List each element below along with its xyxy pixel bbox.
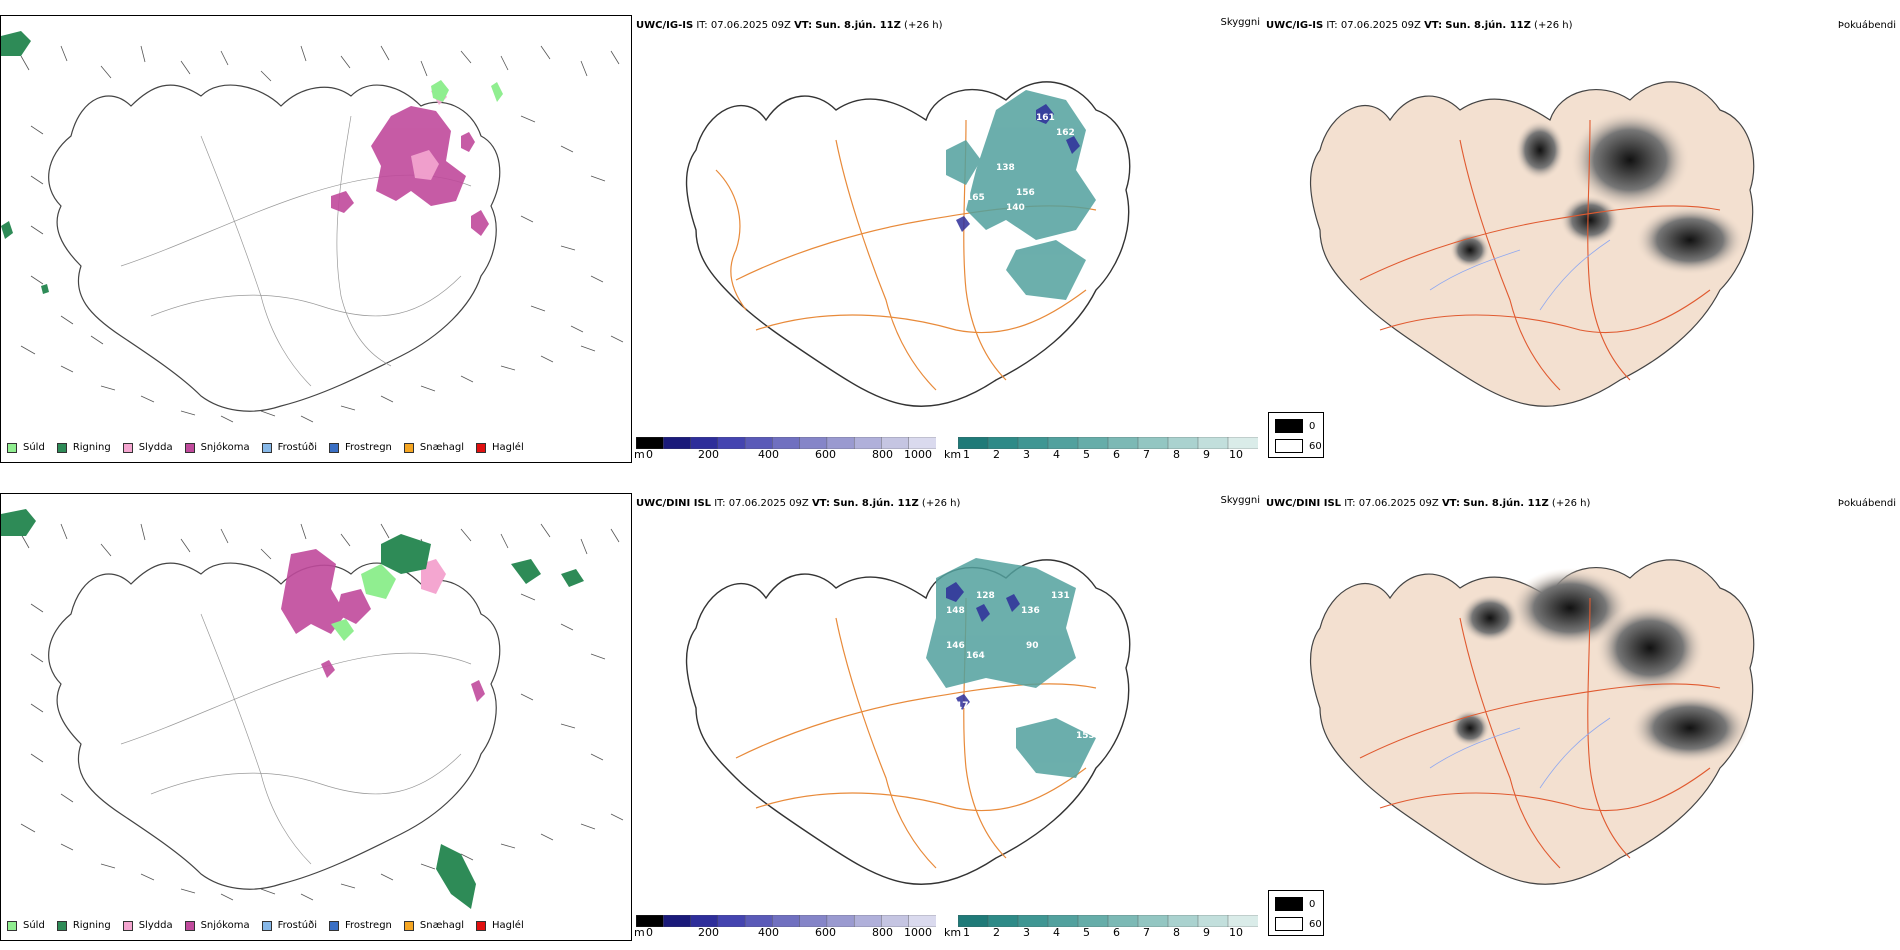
station-label: 166 [941,233,960,243]
visibility-colorbar-row2 [958,915,1258,927]
sleet-area [421,559,446,594]
station-label: 17 [1076,238,1089,248]
panel-title-fog-row2: UWC/DINI ISL IT: 07.06.2025 09Z VT: Sun.… [1266,498,1591,509]
legend-item: Snæhagl [403,442,464,453]
colorbar-segment [908,437,936,449]
panel-title-fog-row1: UWC/IG-IS IT: 07.06.2025 09Z VT: Sun. 8.… [1266,20,1573,31]
drizzle-area [331,564,396,641]
fog-legend-row1: 0 60 [1268,412,1324,458]
fog-label-row1: Þokuábendi [1837,20,1896,31]
river-network [1429,717,1611,789]
station-label: 164 [966,651,985,661]
fog-map-row2 [1310,559,1755,885]
colorbar-segment [717,437,746,449]
station-label: 155 [1076,731,1095,741]
precip-map-row1 [1,31,624,423]
station-label: 128 [976,591,995,601]
rain-area [1,509,584,909]
panel-title-cloud-row1: UWC/IG-IS IT: 07.06.2025 09Z VT: Sun. 8.… [636,20,943,31]
colorbar-segment [663,437,692,449]
legend-item: Haglél [476,920,524,931]
station-label: 156 [1016,188,1035,198]
precip-legend-row1: Súld Rigning Slydda Snjókoma Frostúði Fr… [7,442,536,453]
legend-item: Súld [7,920,45,931]
precip-legend-row2: Súld Rigning Slydda Snjókoma Frostúði Fr… [7,920,536,931]
road-network [120,613,472,865]
station-label: 161 [1036,113,1055,123]
visibility-colorbar-row1 [958,437,1258,449]
precip-map-frame-row2: Súld Rigning Slydda Snjókoma Frostúði Fr… [0,493,632,941]
row-2: UWC/DINI ISL IT: 07.06.2025 09Z VT: Sun.… [0,478,1900,948]
fog-area [1450,110,1745,275]
cloud-label-row2: Skyggni [1220,495,1260,506]
rain-area [1,31,49,294]
station-label: 123 [976,233,995,243]
station-label: 140 [1006,203,1025,213]
station-label: 167 [1091,716,1110,726]
legend-item: Snæhagl [403,920,464,931]
road-network [1359,597,1721,869]
station-label: 165 [966,193,985,203]
legend-item: Slydda [122,920,173,931]
panel-title-cloud-row2: UWC/DINI ISL IT: 07.06.2025 09Z VT: Sun.… [636,498,961,509]
station-label: 148 [946,606,965,616]
station-label: 131 [1051,591,1070,601]
visibility-area [926,558,1096,778]
colorbar-segment [908,915,936,927]
station-label: 115 [1086,258,1105,268]
river-network [1429,239,1611,311]
iceland-outline [48,84,501,412]
visibility-unit: km [944,448,962,461]
legend-item: Frostregn [329,442,392,453]
fog-label-row2: Þokuábendi [1837,498,1896,509]
station-label: 186 [1084,163,1103,173]
fog-map-row1 [1310,81,1755,407]
station-label: 17 [956,701,969,711]
fog-area [1450,568,1750,763]
cloud-base-colorbar-row1 [636,437,936,449]
colorbar-segment [717,915,746,927]
cloud-base-unit: m [634,926,645,939]
snow-area [281,549,485,702]
station-label: 146 [946,641,965,651]
low-cloud-area [946,582,1020,710]
cloud-base-unit: m [634,448,645,461]
row-1: UWC/IG-IS IT: 07.06.2025 09Z VT: Sun. 8.… [0,0,1900,470]
legend-item: Frostúði [261,442,317,453]
fog-legend-row2: 0 60 [1268,890,1324,936]
legend-item: Snjókoma [184,920,250,931]
legend-item: Rigning [56,920,111,931]
station-label: 144 [1086,701,1105,711]
colorbar-segment [1227,437,1258,449]
wind-barbs [20,45,624,423]
drizzle-area [431,80,503,102]
legend-item: Frostregn [329,920,392,931]
precip-map-row2 [1,509,624,909]
station-label: 152 [1056,571,1075,581]
visibility-area [946,90,1096,300]
cloud-map-row2: 152 131 128 148 136 90 146 17 144 167 15… [685,558,1131,885]
cloud-base-colorbar-row2 [636,915,936,927]
station-label: 162 [1056,128,1075,138]
road-network [1359,119,1721,391]
station-label: 136 [1021,606,1040,616]
colorbar-segment [1227,915,1258,927]
legend-item: Haglél [476,442,524,453]
cloud-label-row1: Skyggni [1220,17,1260,28]
legend-item: Súld [7,442,45,453]
colorbar-segment [663,915,692,927]
snow-area [331,106,489,236]
iceland-outline [48,562,501,890]
visibility-unit: km [944,926,962,939]
precip-map-frame-row1: Súld Rigning Slydda Snjókoma Frostúði Fr… [0,15,632,463]
station-label: 138 [996,163,1015,173]
legend-item: Frostúði [261,920,317,931]
legend-item: Snjókoma [184,442,250,453]
low-cloud-area [956,104,1080,232]
legend-item: Rigning [56,442,111,453]
cloud-map-row1: 161 162 138 156 140 186 123 17 115 166 1… [685,81,1131,407]
legend-item: Slydda [122,442,173,453]
station-label: 90 [1026,641,1039,651]
